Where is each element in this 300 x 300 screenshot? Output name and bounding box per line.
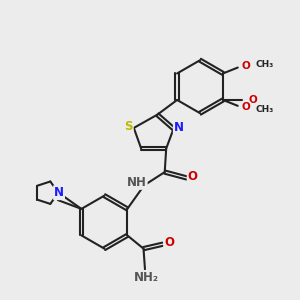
Text: N: N xyxy=(54,186,64,199)
Text: S: S xyxy=(124,120,133,133)
Text: O: O xyxy=(188,170,198,183)
Text: NH₂: NH₂ xyxy=(134,271,159,284)
Text: O: O xyxy=(164,236,174,249)
Text: CH₃: CH₃ xyxy=(256,59,274,68)
Text: O: O xyxy=(248,95,257,105)
Text: CH₃: CH₃ xyxy=(256,105,274,114)
Text: NH: NH xyxy=(127,176,147,189)
Text: O: O xyxy=(242,61,250,71)
Text: N: N xyxy=(174,121,184,134)
Text: O: O xyxy=(242,102,250,112)
